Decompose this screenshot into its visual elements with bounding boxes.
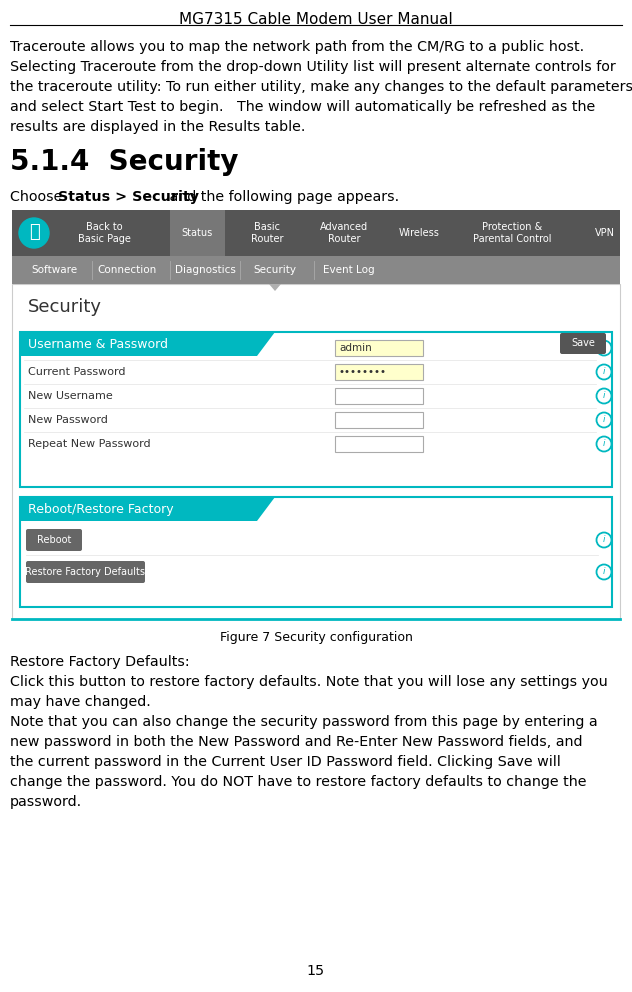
FancyBboxPatch shape [12,284,620,619]
FancyBboxPatch shape [169,210,224,256]
Text: i: i [603,439,605,448]
Text: i: i [603,367,605,376]
Text: the traceroute utility: To run either utility, make any changes to the default p: the traceroute utility: To run either ut… [10,80,632,94]
Text: Security: Security [28,298,102,316]
FancyBboxPatch shape [560,333,606,354]
Text: i: i [603,415,605,424]
FancyBboxPatch shape [12,210,620,256]
Text: Restore Factory Defaults: Restore Factory Defaults [25,567,145,577]
FancyBboxPatch shape [20,332,612,487]
Text: change the password. You do NOT have to restore factory defaults to change the: change the password. You do NOT have to … [10,775,586,789]
Text: Traceroute allows you to map the network path from the CM/RG to a public host.: Traceroute allows you to map the network… [10,40,584,54]
Text: Advanced
Router: Advanced Router [320,222,368,244]
Text: Software: Software [31,265,77,275]
Text: 15: 15 [307,964,325,978]
Text: the current password in the Current User ID Password field. Clicking Save will: the current password in the Current User… [10,755,561,769]
Text: Click this button to restore factory defaults. Note that you will lose any setti: Click this button to restore factory def… [10,675,608,689]
FancyBboxPatch shape [26,561,145,583]
FancyBboxPatch shape [26,529,82,551]
FancyBboxPatch shape [335,364,423,380]
Text: Status > Security: Status > Security [58,190,199,204]
Text: i: i [603,391,605,400]
Text: New Username: New Username [28,391,112,401]
Text: Save: Save [571,338,595,348]
Text: MG7315 Cable Modem User Manual: MG7315 Cable Modem User Manual [179,12,453,27]
Text: New Password: New Password [28,415,108,425]
Polygon shape [20,332,275,356]
Text: Figure 7 Security configuration: Figure 7 Security configuration [219,631,413,644]
Text: and the following page appears.: and the following page appears. [165,190,399,204]
Text: Reboot/Restore Factory: Reboot/Restore Factory [28,503,174,516]
Text: Wireless: Wireless [399,228,439,238]
Text: Username & Password: Username & Password [28,337,168,350]
FancyBboxPatch shape [12,256,620,284]
Text: Basic
Router: Basic Router [251,222,283,244]
Text: Reboot: Reboot [37,535,71,545]
Text: admin: admin [339,343,372,353]
Text: ••••••••: •••••••• [339,367,387,377]
Text: may have changed.: may have changed. [10,695,151,709]
FancyBboxPatch shape [20,497,612,607]
Text: Selecting Traceroute from the drop-down Utility list will present alternate cont: Selecting Traceroute from the drop-down … [10,60,616,74]
Text: Event Log: Event Log [323,265,375,275]
Text: i: i [603,343,605,352]
FancyBboxPatch shape [335,340,423,356]
Polygon shape [269,284,281,291]
Text: Status: Status [181,228,212,238]
Text: Ⓜ: Ⓜ [28,223,39,241]
FancyBboxPatch shape [335,436,423,452]
Text: Note that you can also change the security password from this page by entering a: Note that you can also change the securi… [10,715,598,729]
Text: Diagnostics: Diagnostics [174,265,236,275]
Text: VPN: VPN [595,228,615,238]
Text: Connection: Connection [97,265,157,275]
Text: Username: Username [28,343,85,353]
Text: Protection &
Parental Control: Protection & Parental Control [473,222,551,244]
Text: new password in both the New Password and Re-Enter New Password fields, and: new password in both the New Password an… [10,735,583,749]
Text: Restore Factory Defaults:: Restore Factory Defaults: [10,655,190,669]
Text: 5.1.4  Security: 5.1.4 Security [10,148,238,176]
Text: password.: password. [10,795,82,809]
Text: results are displayed in the Results table.: results are displayed in the Results tab… [10,120,305,134]
Text: i: i [603,535,605,544]
Text: i: i [603,567,605,576]
Text: Back to
Basic Page: Back to Basic Page [78,222,130,244]
Circle shape [19,218,49,248]
Text: Repeat New Password: Repeat New Password [28,439,150,449]
Text: Current Password: Current Password [28,367,126,377]
Polygon shape [20,497,275,521]
FancyBboxPatch shape [335,412,423,428]
Text: and select Start Test to begin.   The window will automatically be refreshed as : and select Start Test to begin. The wind… [10,100,595,114]
FancyBboxPatch shape [335,388,423,404]
Text: Security: Security [253,265,296,275]
Text: Choose: Choose [10,190,67,204]
